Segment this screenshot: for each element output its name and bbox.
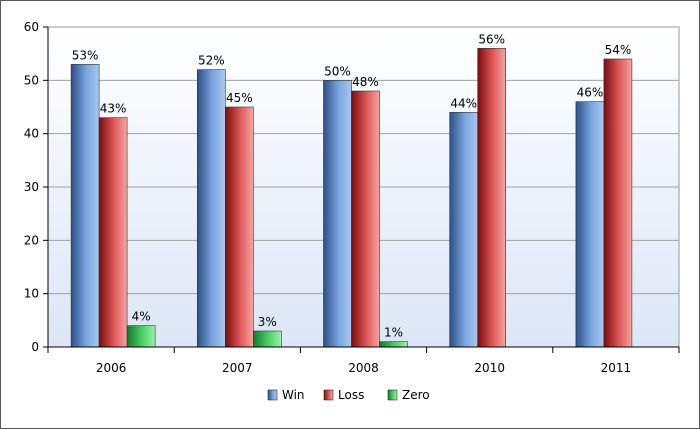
- x-tick-label: 2011: [601, 361, 632, 375]
- bar-loss-2007: [225, 106, 254, 348]
- data-label: 1%: [384, 326, 403, 340]
- data-label: 54%: [605, 43, 632, 57]
- legend-label-loss: Loss: [338, 388, 364, 402]
- legend: Win Loss Zero: [267, 388, 430, 402]
- data-label: 56%: [478, 32, 505, 46]
- legend-swatch-win: [267, 389, 278, 401]
- bar-win-2011: [575, 101, 605, 348]
- y-tick-label: 40: [24, 127, 39, 141]
- x-tick-label: 2008: [348, 361, 379, 375]
- bar-win-2006: [70, 64, 100, 348]
- bar-zero-2006: [126, 325, 156, 348]
- legend-label-win: Win: [282, 388, 305, 402]
- y-tick-label: 20: [24, 233, 39, 247]
- y-tick-label: 30: [24, 180, 39, 194]
- data-label: 44%: [450, 96, 477, 110]
- data-label: 4%: [132, 310, 151, 324]
- data-label: 45%: [226, 91, 253, 105]
- bar-loss-2011: [603, 58, 633, 348]
- bar-zero-2007: [253, 330, 282, 348]
- x-tick-label: 2010: [474, 361, 505, 375]
- y-tick-label: 50: [24, 73, 39, 87]
- legend-swatch-zero: [387, 389, 398, 401]
- data-label: 46%: [577, 86, 604, 100]
- bar-win-2008: [323, 80, 352, 348]
- bar-win-2010: [449, 112, 479, 348]
- bar-loss-2006: [98, 117, 128, 348]
- bar-win-2007: [197, 69, 226, 348]
- legend-label-zero: Zero: [402, 388, 430, 402]
- bars: [70, 48, 633, 348]
- bar-loss-2008: [351, 90, 380, 348]
- x-tick-label: 2007: [222, 361, 253, 375]
- data-label: 53%: [72, 48, 99, 62]
- y-tick-label: 60: [24, 20, 39, 34]
- bar-zero-2008: [379, 341, 408, 348]
- legend-swatch-loss: [323, 389, 334, 401]
- x-tick-label: 2006: [96, 361, 127, 375]
- y-tick-label: 10: [24, 287, 39, 301]
- data-labels: 53% 52% 50% 44% 46% 43% 45% 48% 56% 54% 4% 3% 1%: [72, 32, 631, 339]
- y-axis-ticks: 0 10 20 30 40 50 60: [24, 20, 48, 354]
- y-tick-label: 0: [31, 340, 39, 354]
- data-label: 50%: [324, 64, 351, 78]
- data-label: 48%: [352, 75, 379, 89]
- bar-loss-2010: [477, 48, 507, 348]
- x-axis: 2006 2007 2008 2010 2011: [47, 27, 680, 375]
- data-label: 52%: [198, 54, 225, 68]
- data-label: 3%: [258, 315, 277, 329]
- data-label: 43%: [100, 102, 127, 116]
